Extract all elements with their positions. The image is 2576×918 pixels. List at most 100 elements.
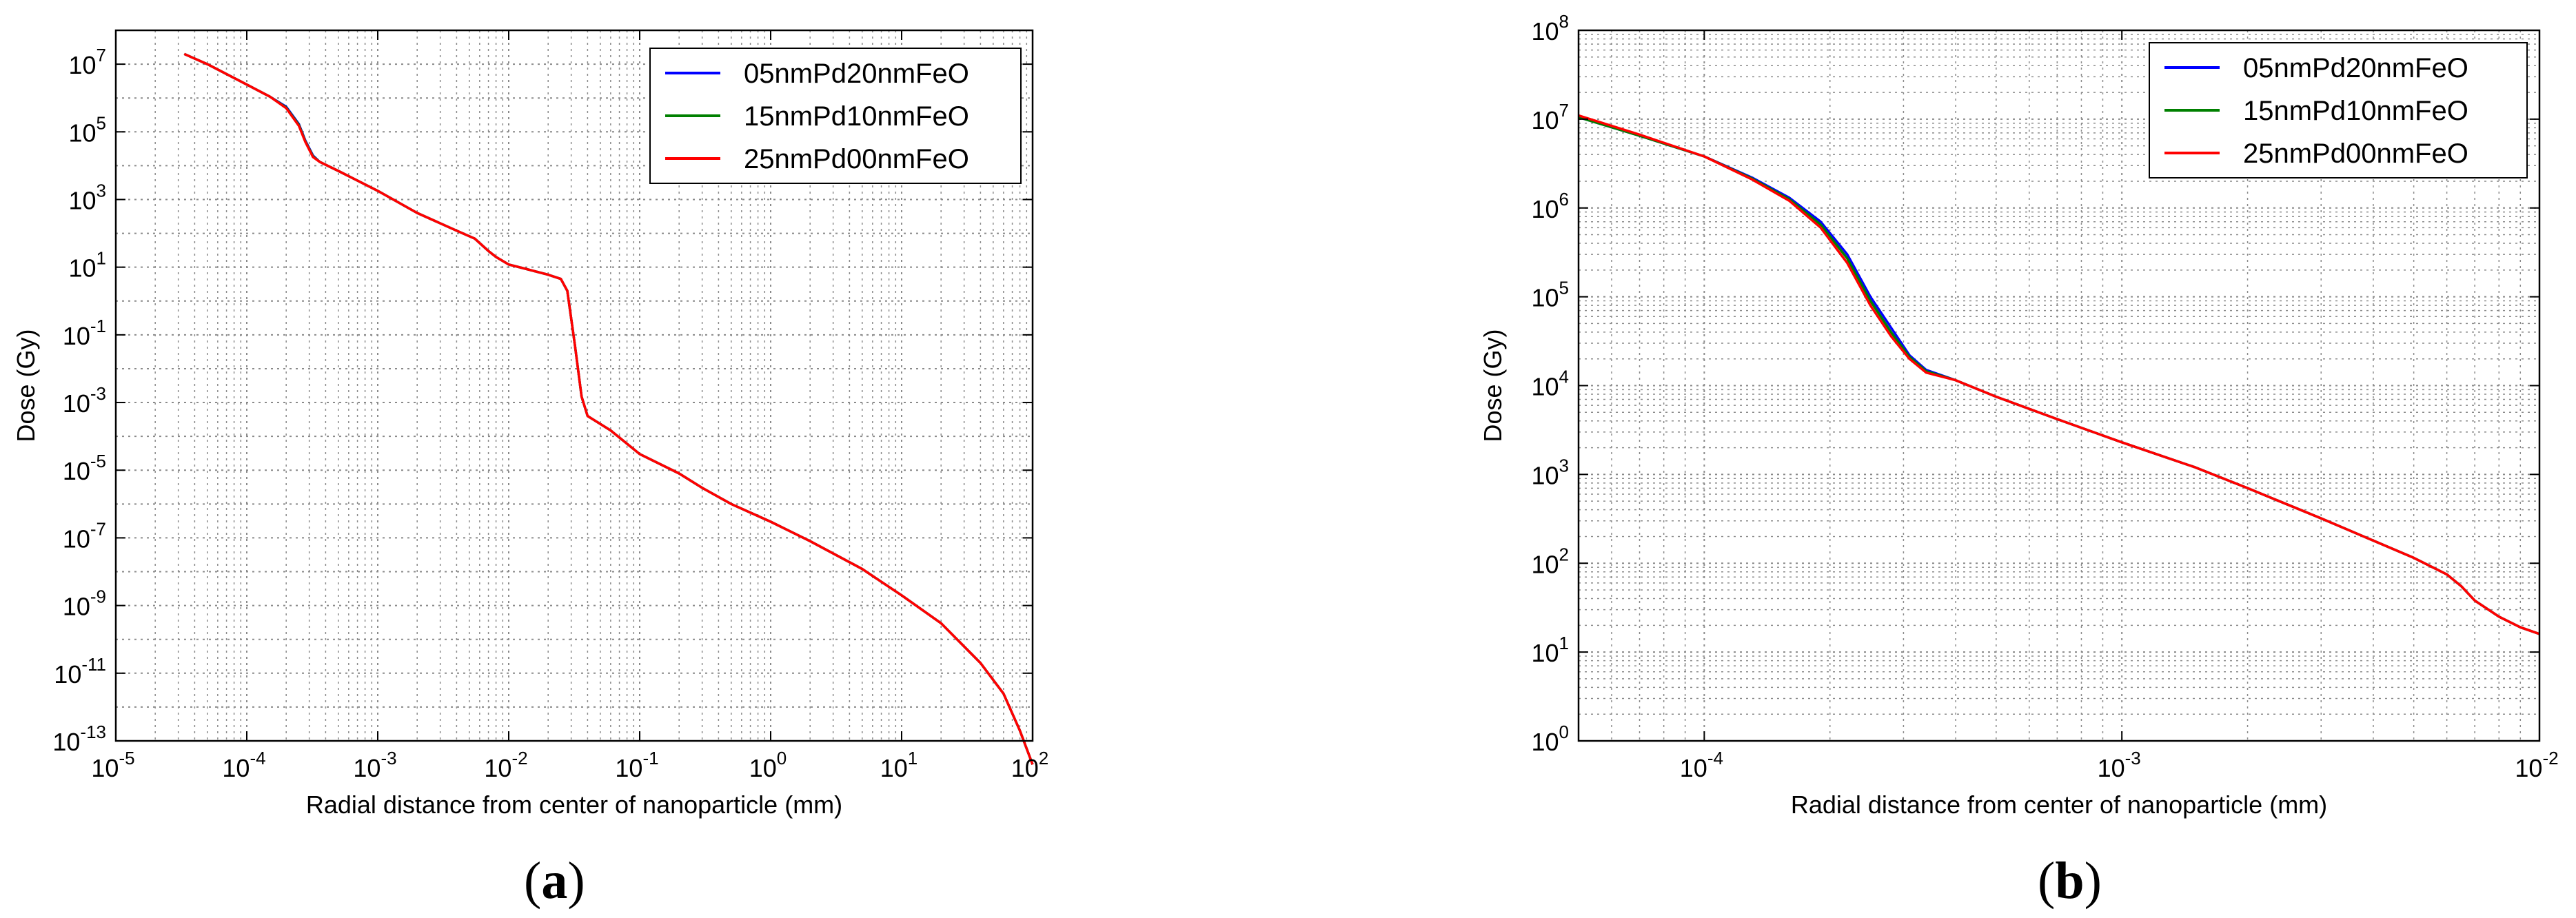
x-axis-label: Radial distance from center of nanoparti… — [306, 790, 842, 819]
y-tick-label-exp: -13 — [80, 722, 106, 742]
x-tick-label-base: 10 — [353, 754, 381, 782]
x-tick-label-exp: -4 — [250, 748, 265, 768]
y-tick-label-exp: 2 — [1559, 544, 1569, 564]
y-tick-label-base: 10 — [1531, 728, 1559, 756]
y-tick-label-exp: 4 — [1559, 367, 1569, 387]
x-tick-label-exp: -1 — [642, 748, 658, 768]
x-tick-label: 100 — [749, 748, 787, 782]
legend-b: 05nmPd20nmFeO 15nmPd10nmFeO 25nmPd00nmFeO — [2149, 42, 2528, 178]
y-tick-label-base: 10 — [1531, 373, 1559, 401]
x-tick-label-base: 10 — [2515, 754, 2542, 782]
legend-label-2: 15nmPd10nmFeO — [2243, 96, 2468, 126]
legend-label-3: 25nmPd00nmFeO — [2243, 139, 2468, 169]
series-line-2 — [1578, 116, 2540, 635]
y-tick-label: 10-13 — [52, 722, 106, 756]
x-tick-label: 10-1 — [615, 748, 658, 782]
y-tick-label-exp: -5 — [90, 451, 106, 471]
y-tick-label-exp: 7 — [97, 45, 106, 65]
y-tick-label-base: 10 — [1531, 461, 1559, 489]
y-tick-label: 101 — [68, 248, 106, 283]
y-tick-label-exp: 7 — [1559, 100, 1569, 121]
panel-label-a-letter: a — [541, 852, 568, 910]
y-tick-label-exp: -11 — [81, 654, 106, 675]
y-tick-label-exp: 1 — [1559, 633, 1569, 653]
x-tick-label: 10-2 — [2515, 748, 2558, 782]
x-tick-label: 10-2 — [484, 748, 527, 782]
chart-b: 10-4 10-3 10-2100101102103104105106107108R… — [1479, 11, 2559, 819]
x-tick-label: 102 — [1011, 748, 1049, 782]
y-tick-label-exp: -3 — [90, 383, 106, 404]
x-tick-label-exp: -2 — [511, 748, 527, 768]
y-tick-label-base: 10 — [52, 728, 80, 756]
y-tick-label: 102 — [1531, 544, 1569, 578]
x-tick-label-exp: 1 — [908, 748, 917, 768]
y-tick-label-base: 10 — [68, 186, 96, 214]
y-tick-label-exp: 0 — [1559, 722, 1569, 742]
legend-label-1: 05nmPd20nmFeO — [2243, 53, 2468, 83]
y-tick-label-exp: 8 — [1559, 11, 1569, 32]
x-tick-label-base: 10 — [222, 754, 250, 782]
y-tick-label: 105 — [68, 112, 106, 147]
x-tick-label: 10-3 — [2098, 748, 2141, 782]
y-tick-label: 103 — [1531, 455, 1569, 489]
x-tick-label-base: 10 — [1011, 754, 1039, 782]
plot-frame — [114, 29, 1034, 742]
x-tick-label-base: 10 — [749, 754, 777, 782]
y-tick-label-base: 10 — [63, 457, 90, 485]
series-a — [183, 52, 1034, 765]
series-line-3 — [183, 52, 1034, 765]
y-tick-label-base: 10 — [68, 254, 96, 283]
y-tick-label: 103 — [68, 180, 106, 214]
panel-label-b: (b) — [2038, 852, 2102, 910]
x-tick-label-base: 10 — [484, 754, 511, 782]
x-tick-label-base: 10 — [1680, 754, 1707, 782]
y-tick-label-base: 10 — [1531, 17, 1559, 45]
y-tick-label-base: 10 — [1531, 106, 1559, 134]
y-tick-label: 10-9 — [63, 586, 106, 621]
x-tick-label-base: 10 — [91, 754, 119, 782]
x-tick-label: 10-4 — [222, 748, 265, 782]
y-tick-label: 10-1 — [63, 316, 106, 350]
x-tick-label-exp: -3 — [381, 748, 396, 768]
y-ticks-a: 10-1310-1110-910-710-510-310-11011031051… — [52, 45, 1033, 756]
y-tick-label-base: 10 — [68, 119, 96, 147]
panel-label-b-letter: b — [2055, 852, 2085, 910]
y-tick-label-base: 10 — [1531, 550, 1559, 578]
x-tick-label-base: 10 — [615, 754, 642, 782]
x-axis-label: Radial distance from center of nanoparti… — [1791, 790, 2327, 819]
y-tick-label-exp: -9 — [90, 586, 106, 607]
y-tick-label-exp: 5 — [97, 112, 106, 133]
legend-label-1: 05nmPd20nmFeO — [744, 59, 969, 89]
y-tick-label-exp: 6 — [1559, 189, 1569, 210]
x-tick-label: 10-4 — [1680, 748, 1723, 782]
x-tick-label: 10-5 — [91, 748, 134, 782]
series-line-1 — [1578, 116, 2540, 635]
y-tick-label: 107 — [68, 45, 106, 79]
x-tick-label: 10-3 — [353, 748, 396, 782]
x-tick-label-base: 10 — [880, 754, 908, 782]
y-tick-label-base: 10 — [63, 593, 90, 621]
series-b — [1578, 114, 2540, 635]
y-tick-label-exp: 3 — [1559, 455, 1569, 476]
y-tick-label: 10-11 — [54, 654, 106, 688]
panel-label-a: (a) — [524, 852, 585, 910]
y-tick-label: 101 — [1531, 633, 1569, 667]
x-ticks-b: 10-4 10-3 10-2 — [1680, 30, 2559, 782]
y-tick-label-exp: -7 — [90, 518, 106, 539]
x-ticks-a: 10-5 10-4 10-3 10-2 10-1 100 101 102 — [91, 30, 1048, 782]
y-tick-label-base: 10 — [63, 524, 90, 553]
y-tick-label-base: 10 — [1531, 284, 1559, 312]
y-tick-label: 10-5 — [63, 451, 106, 485]
x-tick-label-exp: 2 — [1039, 748, 1048, 768]
y-tick-label: 104 — [1531, 367, 1569, 401]
y-tick-label: 105 — [1531, 278, 1569, 312]
y-tick-label-base: 10 — [54, 660, 81, 688]
y-tick-label-exp: -1 — [90, 316, 106, 336]
x-tick-label: 101 — [880, 748, 918, 782]
y-axis-label: Dose (Gy) — [12, 329, 40, 442]
x-tick-label-exp: 0 — [777, 748, 787, 768]
y-tick-label: 100 — [1531, 722, 1569, 756]
y-tick-label-exp: 5 — [1559, 278, 1569, 298]
